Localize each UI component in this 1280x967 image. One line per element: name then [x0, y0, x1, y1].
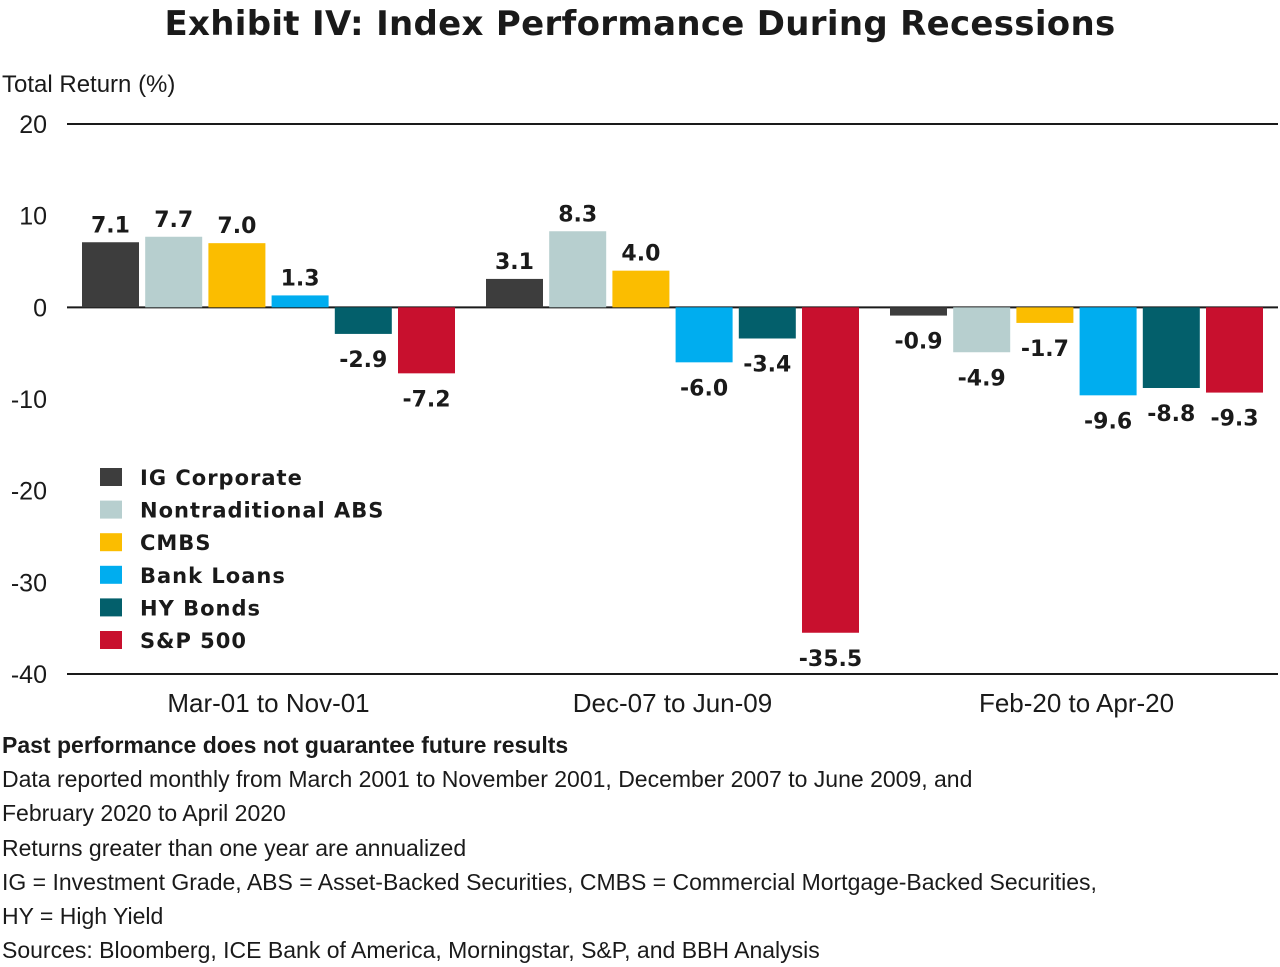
bar: [802, 307, 859, 633]
bar-value-label: -35.5: [799, 647, 862, 672]
legend-label: Bank Loans: [140, 564, 286, 588]
bar-value-label: 4.0: [621, 242, 660, 267]
note-line: IG = Investment Grade, ABS = Asset-Backe…: [2, 868, 1097, 895]
x-category-label: Mar-01 to Nov-01: [167, 688, 369, 718]
legend-label: IG Corporate: [140, 466, 303, 490]
legend-swatch: [100, 468, 122, 486]
axis-lines: [67, 123, 1278, 675]
legend-label: CMBS: [140, 531, 211, 555]
bar: [1206, 307, 1263, 393]
y-tick-label: -40: [11, 661, 47, 689]
bar-value-label: 8.3: [558, 202, 597, 227]
bar-value-label: 3.1: [495, 250, 534, 275]
bar: [612, 270, 670, 308]
y-axis-ticks: 20 10 0 -10 -20 -30 -40: [11, 111, 47, 689]
legend-swatch: [100, 500, 122, 519]
bar-value-label: 7.1: [91, 213, 130, 238]
bar: [549, 231, 607, 308]
footnotes: Past performance does not guarantee futu…: [2, 728, 1272, 967]
bar: [1079, 307, 1137, 396]
bar-value-label: -4.9: [958, 366, 1006, 391]
legend-label: Nontraditional ABS: [140, 499, 384, 523]
bar: [953, 307, 1011, 353]
y-axis-label: Total Return (%): [2, 71, 175, 98]
legend-label: S&P 500: [140, 629, 247, 653]
chart-title: Exhibit IV: Index Performance During Rec…: [164, 4, 1116, 44]
note-line: Data reported monthly from March 2001 to…: [2, 766, 973, 793]
bar-value-label: -1.7: [1021, 337, 1069, 362]
note-line: Returns greater than one year are annual…: [2, 834, 467, 861]
bar: [675, 307, 733, 363]
bar: [145, 236, 203, 308]
bar: [208, 243, 266, 308]
disclaimer-note: Past performance does not guarantee futu…: [2, 732, 569, 758]
bar-value-label: 7.0: [217, 214, 256, 239]
legend-swatch: [100, 598, 122, 617]
bar-value-label: -3.4: [743, 353, 791, 378]
bar-value-label: 7.7: [154, 208, 193, 233]
bar: [334, 307, 392, 334]
y-tick-label: -30: [11, 569, 47, 597]
x-category-label: Dec-07 to Jun-09: [573, 688, 772, 718]
legend-swatch: [100, 631, 122, 649]
legend-swatch: [100, 533, 122, 552]
y-tick-label: -20: [11, 478, 47, 506]
bar-value-label: -7.2: [402, 387, 450, 412]
bar-value-label: -2.9: [339, 348, 387, 373]
note-line: HY = High Yield: [2, 903, 164, 930]
legend-swatch: [100, 565, 122, 584]
x-category-label: Feb-20 to Apr-20: [979, 688, 1174, 718]
bar-value-label: -9.3: [1210, 407, 1258, 432]
x-axis-labels: Mar-01 to Nov-01 Dec-07 to Jun-09 Feb-20 t…: [167, 688, 1174, 718]
bar-value-label: -6.0: [680, 376, 728, 401]
y-tick-label: 0: [33, 294, 47, 322]
bar: [486, 278, 543, 308]
legend: IG Corporate Nontraditional ABS CMBS Bank L…: [100, 466, 384, 653]
bar: [82, 242, 139, 308]
bar: [271, 295, 329, 308]
bar: [398, 307, 455, 374]
y-tick-label: 10: [19, 203, 47, 231]
note-line: February 2020 to April 2020: [2, 800, 286, 827]
bar-value-labels: 7.1 7.7 7.0 1.3 -2.9 -7.2 3.1 8.3 4.0 -6.0 -3.4 -35…: [91, 202, 1259, 672]
bar-value-label: -0.9: [894, 330, 942, 355]
bar: [1142, 307, 1200, 388]
bar: [738, 307, 796, 339]
legend-label: HY Bonds: [140, 596, 261, 620]
sources-note: Sources: Bloomberg, ICE Bank of America,…: [2, 937, 820, 964]
bar: [1016, 307, 1074, 323]
y-tick-label: -10: [11, 386, 47, 414]
bar: [890, 307, 947, 316]
bar-value-label: 1.3: [281, 266, 320, 291]
bar-value-label: -8.8: [1147, 402, 1195, 427]
bars: [82, 231, 1263, 633]
y-tick-label: 20: [19, 111, 47, 139]
bar-value-label: -9.6: [1084, 409, 1132, 434]
